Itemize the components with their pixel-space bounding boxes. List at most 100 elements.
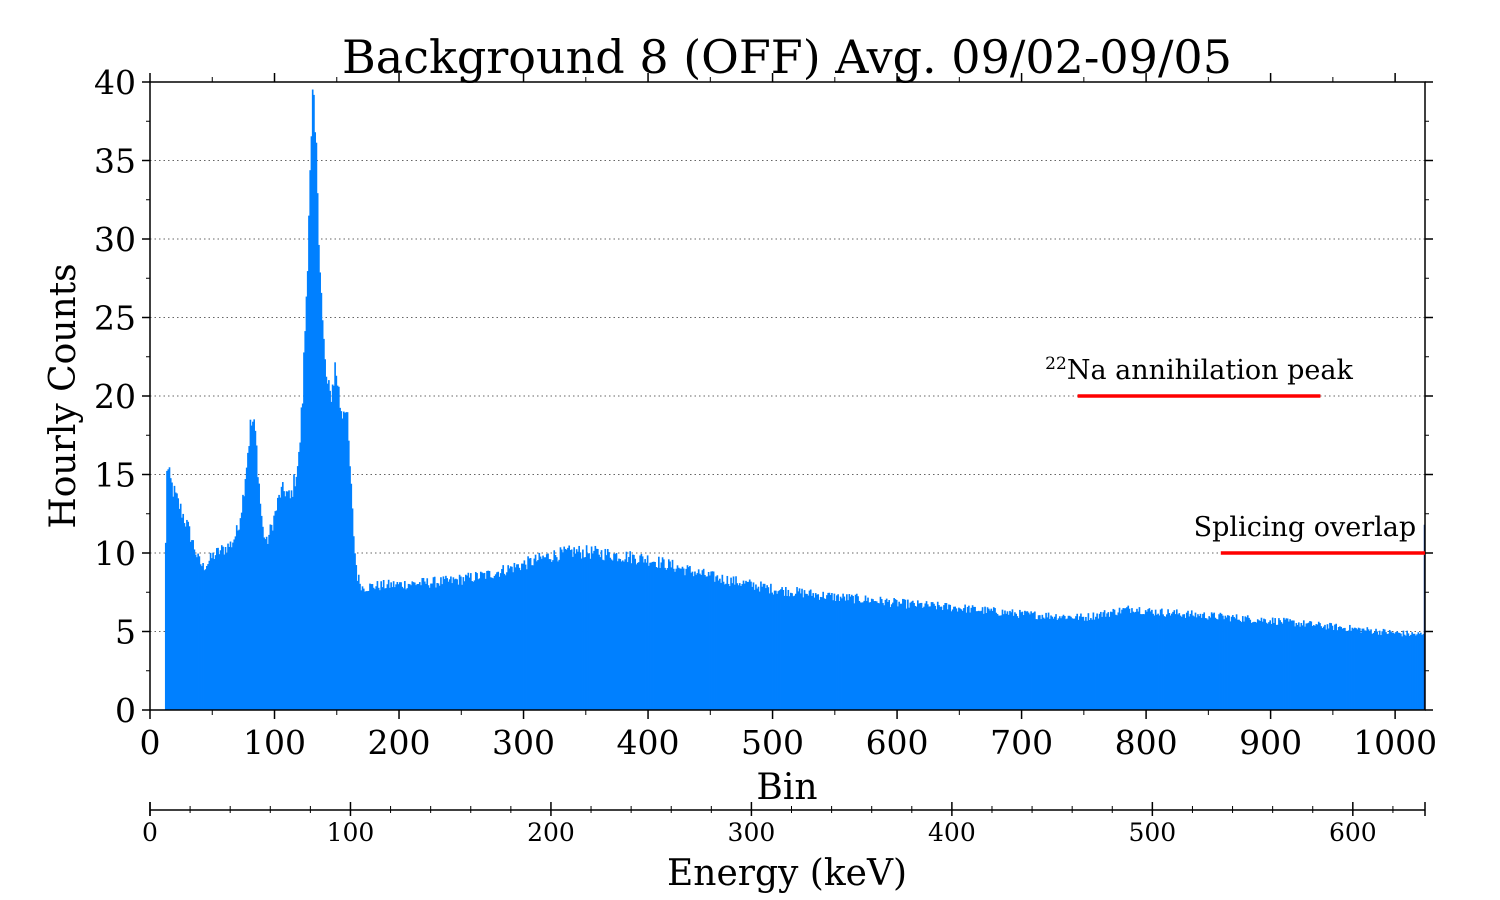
histogram-bar: [616, 561, 619, 710]
histogram-bar: [558, 559, 561, 710]
histogram-bar: [272, 530, 274, 710]
histogram-bar: [946, 609, 949, 710]
histogram-bar: [1418, 633, 1421, 710]
histogram-bar: [670, 567, 673, 710]
histogram-bar: [476, 573, 478, 710]
histogram-bar: [893, 598, 895, 710]
histogram-bar: [623, 561, 625, 710]
histogram-bar: [709, 575, 711, 710]
histogram-bar: [643, 562, 645, 710]
histogram-bar: [1100, 611, 1102, 710]
histogram-bar: [1355, 628, 1357, 710]
histogram-bar: [466, 575, 468, 710]
histogram-bar: [600, 550, 603, 710]
histogram-bar: [1122, 608, 1125, 710]
histogram-bar: [1342, 628, 1345, 710]
histogram-bar: [486, 570, 488, 710]
histogram-bar: [587, 553, 589, 710]
histogram-bar: [1215, 618, 1218, 710]
histogram-bar: [1010, 612, 1013, 710]
histogram-bar: [908, 607, 910, 710]
histogram-bar: [1400, 633, 1402, 710]
histogram-bar: [1083, 620, 1086, 710]
histogram-bar: [728, 586, 731, 710]
histogram-bar: [640, 553, 643, 710]
histogram-bar: [705, 576, 707, 710]
histogram-bar: [588, 553, 590, 710]
histogram-bar: [1408, 635, 1411, 710]
histogram-bar: [557, 561, 559, 710]
histogram-bar: [692, 576, 695, 710]
histogram-bar: [890, 604, 893, 710]
histogram-bar: [1212, 613, 1214, 710]
annotations: 22Na annihilation peak Splicing overlap: [1045, 354, 1425, 555]
histogram-bar: [1124, 608, 1127, 710]
histogram-bar: [989, 610, 991, 710]
histogram-bar: [799, 593, 802, 710]
histogram-bar: [260, 515, 263, 710]
histogram-bar: [1113, 609, 1116, 710]
histogram-bar: [1149, 611, 1152, 710]
histogram-bar: [535, 561, 538, 710]
histogram-bar: [318, 244, 320, 710]
histogram-bar: [803, 590, 806, 710]
histogram-bar: [523, 560, 526, 710]
histogram-bar: [565, 549, 568, 710]
histogram-bar: [752, 582, 755, 710]
histogram-bar: [506, 572, 508, 710]
histogram-bar: [898, 601, 900, 710]
histogram-bar: [1168, 613, 1171, 710]
histogram-bar: [352, 536, 355, 710]
histogram-bar: [716, 575, 719, 710]
histogram-bar: [920, 602, 923, 710]
histogram-bar: [519, 570, 522, 710]
histogram-bar: [1108, 616, 1111, 710]
histogram-bar: [624, 559, 627, 710]
y-tick-label: 40: [94, 63, 136, 102]
histogram-bar: [726, 575, 729, 710]
histogram-bar: [1412, 633, 1415, 710]
histogram-bar: [1024, 610, 1026, 710]
histogram-bar: [719, 578, 721, 710]
histogram-bar: [1351, 627, 1354, 710]
histogram-bar: [1305, 623, 1308, 710]
histogram-bar: [816, 594, 818, 710]
histogram-bar: [953, 606, 955, 710]
histogram-bar: [354, 553, 356, 710]
histogram-bar: [533, 558, 536, 710]
histogram-bar: [1139, 614, 1142, 710]
histogram-bar: [955, 608, 958, 710]
histogram-bar: [1178, 613, 1181, 710]
histogram-bar: [672, 568, 675, 710]
histogram-bar: [1325, 629, 1328, 710]
histogram-bar: [1047, 612, 1050, 710]
histogram-bar: [634, 558, 636, 710]
histogram-bar: [1332, 630, 1335, 710]
histogram-bar: [1086, 620, 1088, 710]
histogram-bar: [1029, 614, 1031, 710]
energy-tick-label: 400: [928, 818, 976, 847]
histogram-bar: [182, 513, 185, 710]
histogram-bar: [1043, 618, 1046, 710]
histogram-bar: [858, 600, 861, 710]
histogram-bar: [849, 596, 852, 710]
histogram-bar: [963, 608, 965, 710]
histogram-bar: [1068, 615, 1071, 710]
histogram-bar: [404, 581, 406, 710]
histogram-bar: [1039, 615, 1041, 710]
histogram-bar: [174, 492, 177, 710]
histogram-bar: [1340, 626, 1342, 710]
histogram-bar: [253, 419, 255, 710]
histogram-bar: [543, 557, 546, 710]
histogram-bar: [648, 565, 650, 710]
histogram-bar: [1280, 622, 1283, 710]
histogram-bar: [1317, 621, 1320, 710]
histogram-bar: [1205, 618, 1208, 710]
histogram-bar: [1137, 611, 1140, 710]
histogram-bar: [959, 608, 961, 710]
histogram-bar: [746, 581, 749, 710]
histogram-bar: [974, 606, 976, 710]
histogram-bar: [580, 558, 583, 710]
histogram-bar: [675, 568, 678, 710]
histogram-bar: [438, 585, 441, 710]
